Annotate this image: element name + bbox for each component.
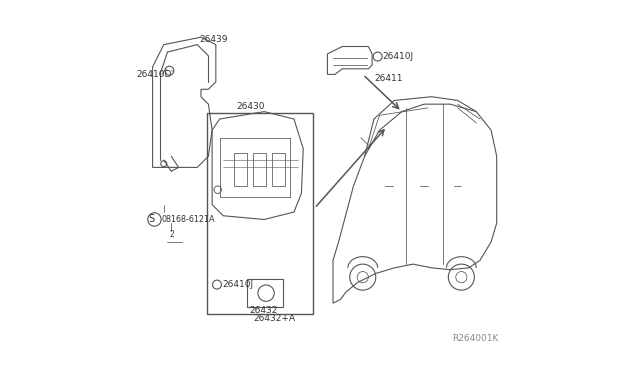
Text: 08168-6121A: 08168-6121A — [162, 215, 216, 224]
Text: S: S — [148, 215, 155, 224]
Text: 26410J: 26410J — [223, 280, 253, 289]
Text: 26410J: 26410J — [383, 52, 413, 61]
Bar — [234, 153, 248, 186]
Text: 26439: 26439 — [199, 35, 228, 44]
Bar — [253, 153, 266, 186]
Text: R264001K: R264001K — [452, 334, 499, 343]
Text: 26411: 26411 — [374, 74, 403, 83]
Text: 2: 2 — [170, 230, 174, 239]
Text: 26432+A: 26432+A — [253, 314, 295, 323]
Bar — [271, 153, 285, 186]
Bar — [248, 279, 283, 307]
Text: 26430: 26430 — [236, 102, 265, 110]
Bar — [207, 113, 312, 314]
Text: 26432: 26432 — [250, 306, 278, 315]
Text: 26410D: 26410D — [136, 70, 172, 79]
